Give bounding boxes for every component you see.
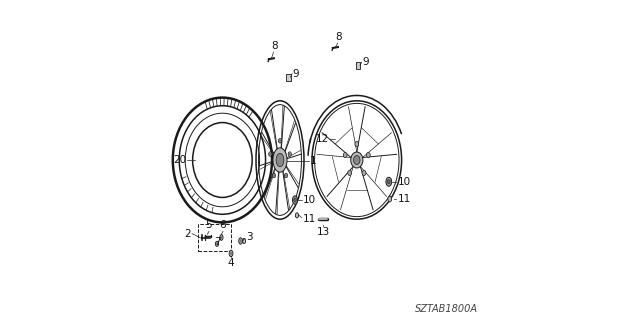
Ellipse shape [386, 177, 392, 186]
Ellipse shape [288, 152, 291, 156]
Text: 13: 13 [317, 227, 330, 236]
Text: 6: 6 [220, 220, 227, 230]
Ellipse shape [292, 196, 298, 204]
Ellipse shape [243, 238, 246, 244]
Text: 8: 8 [335, 32, 342, 42]
Ellipse shape [387, 180, 390, 184]
Ellipse shape [239, 238, 243, 244]
Text: SZTAB1800A: SZTAB1800A [415, 304, 479, 314]
Text: 4: 4 [228, 258, 234, 268]
Text: 5: 5 [205, 220, 212, 230]
Ellipse shape [285, 174, 287, 177]
Text: 20: 20 [173, 155, 186, 165]
Text: 3: 3 [246, 232, 252, 243]
Ellipse shape [294, 198, 296, 202]
Text: 11: 11 [397, 194, 411, 204]
Text: 10: 10 [303, 195, 316, 205]
Text: 1: 1 [310, 156, 316, 166]
Ellipse shape [230, 252, 232, 255]
Text: 11: 11 [302, 214, 316, 224]
Ellipse shape [273, 174, 275, 177]
Text: 12: 12 [316, 134, 329, 144]
Ellipse shape [284, 173, 287, 178]
Ellipse shape [354, 156, 360, 164]
Ellipse shape [221, 236, 222, 239]
Ellipse shape [215, 241, 218, 246]
Ellipse shape [278, 139, 282, 143]
Ellipse shape [367, 153, 371, 158]
Ellipse shape [351, 152, 363, 168]
Bar [356, 62, 360, 69]
Ellipse shape [269, 153, 271, 155]
Text: 7: 7 [214, 237, 220, 247]
Text: 10: 10 [397, 177, 411, 187]
Bar [287, 74, 291, 81]
Ellipse shape [289, 153, 291, 155]
Ellipse shape [362, 170, 366, 175]
Ellipse shape [355, 141, 359, 147]
Text: 9: 9 [362, 57, 369, 68]
Ellipse shape [388, 196, 392, 202]
Text: 9: 9 [292, 68, 300, 79]
Bar [198, 224, 232, 251]
Ellipse shape [229, 250, 233, 257]
Ellipse shape [273, 148, 287, 172]
Ellipse shape [220, 235, 223, 240]
Text: 2: 2 [185, 228, 191, 239]
Ellipse shape [296, 213, 299, 218]
Ellipse shape [239, 239, 242, 243]
Ellipse shape [279, 140, 281, 142]
Ellipse shape [216, 243, 218, 245]
Text: 8: 8 [271, 41, 278, 51]
Ellipse shape [269, 152, 272, 156]
Ellipse shape [348, 170, 351, 175]
Ellipse shape [276, 153, 284, 167]
Ellipse shape [343, 153, 347, 158]
Ellipse shape [273, 173, 276, 178]
